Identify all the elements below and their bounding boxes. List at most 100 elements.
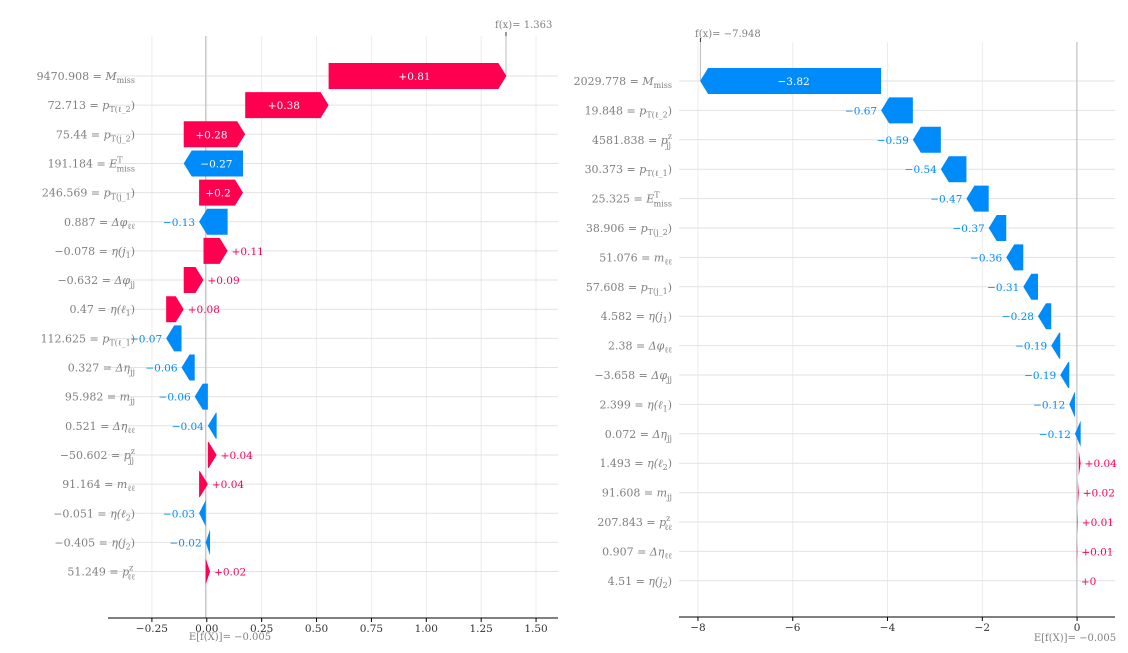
feature-label: 57.608 = pT(j_1) <box>586 281 672 296</box>
waterfall-bar <box>1037 303 1052 330</box>
feature-label: 0.327 = Δηjj <box>68 362 135 377</box>
x-tick-label: 1.00 <box>415 623 438 635</box>
waterfall-bar <box>183 150 243 177</box>
waterfall-bar <box>205 558 211 585</box>
feature-label: 2.38 = Δφℓℓ <box>608 340 672 355</box>
waterfall-bar <box>1006 244 1024 271</box>
feature-label: 0.887 = Δφℓℓ <box>64 216 135 231</box>
bar-value-label: −0.07 <box>130 333 162 345</box>
waterfall-panel-2: −3.82 2029.778 = Mmiss −0.67 19.848 = pT(ℓ_… <box>574 29 1117 644</box>
feature-label: 72.713 = pT(ℓ_2) <box>48 99 135 114</box>
feature-label: −0.632 = Δφjj <box>57 274 135 289</box>
waterfall-bar <box>1074 420 1081 447</box>
feature-label: 207.843 = pz ℓℓ <box>597 514 672 532</box>
feature-label: 0.072 = Δηjj <box>605 428 672 443</box>
bar-value-label: −0.12 <box>1039 429 1071 441</box>
feature-label: 51.249 = pz ℓℓ <box>67 564 135 582</box>
waterfall-bar <box>328 63 507 89</box>
waterfall-bar <box>1077 479 1079 506</box>
bar-value-label: −0.27 <box>200 158 232 170</box>
feature-label: 95.982 = mjj <box>65 391 135 406</box>
bar-value-label: −0.47 <box>930 194 962 206</box>
waterfall-bar <box>166 296 184 323</box>
waterfall-bar <box>940 156 967 183</box>
bar-value-label: −0.03 <box>163 508 195 520</box>
feature-label: 91.164 = mℓℓ <box>62 478 135 493</box>
feature-label: −50.602 = pz jj <box>60 447 135 465</box>
waterfall-bar <box>700 68 882 94</box>
feature-label: 112.625 = pT(ℓ_1) <box>41 332 135 347</box>
bar-value-label: +0.04 <box>221 450 253 462</box>
feature-label: 0.47 = η(ℓ1) <box>69 303 135 318</box>
bar-value-label: −0.19 <box>1024 370 1056 382</box>
feature-label: 38.906 = pT(j_2) <box>586 222 672 237</box>
output-value-label: f(x)= −7.948 <box>695 29 761 40</box>
feature-label: 25.325 = ET miss <box>592 191 672 209</box>
x-tick-label: 0.50 <box>305 623 328 635</box>
x-tick-label: −2 <box>975 622 990 634</box>
x-tick-label: 0.00 <box>195 623 218 635</box>
waterfall-bar <box>183 267 204 294</box>
waterfall-bar <box>245 92 329 119</box>
feature-label: 191.184 = ET miss <box>48 155 135 173</box>
waterfall-bar <box>966 185 989 212</box>
feature-label: 19.848 = pT(ℓ_2) <box>585 104 672 119</box>
base-value-label: E[f(X)]= −0.005 <box>189 632 271 643</box>
feature-label: −0.405 = η(j2) <box>54 536 135 551</box>
x-tick-label: 0.25 <box>250 623 273 635</box>
bar-value-label: −0.28 <box>1002 311 1034 323</box>
bar-value-label: +0.38 <box>268 100 300 112</box>
x-tick-label: −4 <box>880 622 896 634</box>
feature-label: 30.373 = pT(ℓ_1) <box>585 163 672 178</box>
feature-label: 2.399 = η(ℓ1) <box>599 398 672 413</box>
feature-label: 246.569 = pT(j_1) <box>42 187 135 202</box>
bar-value-label: −0.67 <box>845 105 877 117</box>
bar-value-label: −0.12 <box>1033 399 1065 411</box>
feature-label: −3.658 = Δφjj <box>594 369 672 384</box>
waterfall-bar <box>1023 273 1038 300</box>
feature-label: 91.608 = mjj <box>602 487 672 502</box>
feature-label: 0.907 = Δηℓℓ <box>602 545 672 560</box>
feature-label: 9470.908 = Mmiss <box>37 70 135 85</box>
waterfall-bar <box>194 383 208 410</box>
output-value-label: f(x)= 1.363 <box>495 20 552 31</box>
feature-label: 4.51 = η(j2) <box>608 575 672 590</box>
feature-label: 1.493 = η(ℓ2) <box>599 457 672 472</box>
bar-value-label: +0.08 <box>188 304 220 316</box>
feature-label: 51.076 = mℓℓ <box>599 251 672 266</box>
bar-value-label: −0.19 <box>1015 341 1047 353</box>
waterfall-panel-1: +0.81 9470.908 = Mmiss +0.38 72.713 = pT(ℓ_… <box>37 20 558 643</box>
waterfall-bar <box>207 441 217 468</box>
bar-value-label: +0.2 <box>205 188 231 200</box>
waterfall-bar <box>207 412 217 439</box>
bar-value-label: +0.04 <box>212 479 244 491</box>
waterfall-bar <box>1051 332 1061 359</box>
x-tick-label: 1.25 <box>469 623 492 635</box>
bar-value-label: +0.02 <box>1083 488 1115 500</box>
feature-label: −0.051 = η(ℓ2) <box>53 507 135 522</box>
bar-value-label: +0.81 <box>398 71 430 83</box>
waterfall-bar <box>199 471 208 498</box>
waterfall-bar <box>1069 391 1075 418</box>
bar-value-label: −0.06 <box>145 363 177 375</box>
bar-value-label: +0.01 <box>1081 546 1113 558</box>
waterfall-bar <box>199 179 243 206</box>
feature-label: 75.44 = pT(j_2) <box>56 128 135 143</box>
bar-value-label: +0 <box>1081 576 1096 588</box>
x-tick-label: −6 <box>785 622 801 634</box>
waterfall-bar <box>1078 450 1081 477</box>
waterfall-bar <box>988 215 1007 241</box>
waterfall-bar <box>183 121 246 148</box>
bar-value-label: −0.04 <box>172 421 204 433</box>
x-tick-label: −8 <box>690 622 705 634</box>
waterfall-bar <box>166 325 182 352</box>
bar-value-label: +0.28 <box>195 129 227 141</box>
x-tick-label: 1.50 <box>524 623 547 635</box>
x-tick-label: −0.25 <box>136 623 168 635</box>
waterfall-bar <box>1060 362 1070 388</box>
feature-label: 4581.838 = pz jj <box>592 132 672 150</box>
waterfall-bar <box>203 237 228 264</box>
waterfall-bar <box>881 97 913 124</box>
feature-label: 2029.778 = Mmiss <box>574 75 672 90</box>
